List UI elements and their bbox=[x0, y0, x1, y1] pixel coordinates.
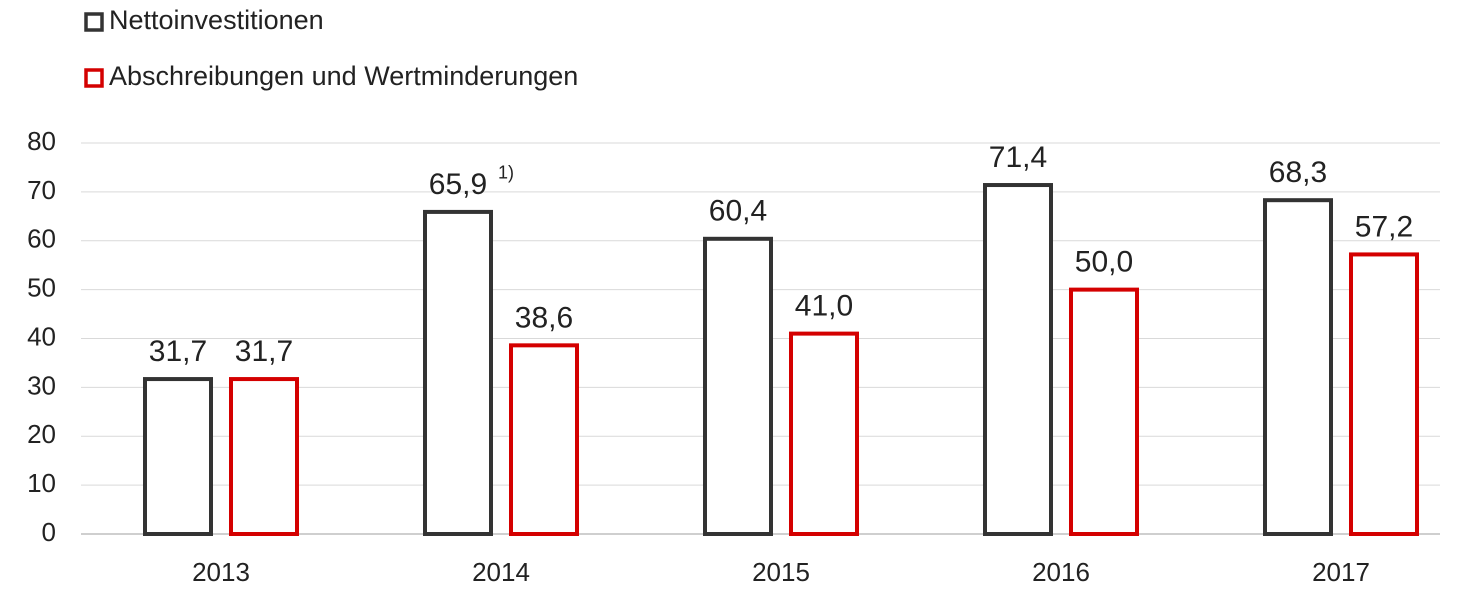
x-tick-label: 2017 bbox=[1312, 557, 1370, 587]
x-tick-label: 2015 bbox=[752, 557, 810, 587]
annotation: 1) bbox=[498, 163, 514, 183]
value-label: 31,7 bbox=[149, 335, 207, 368]
legend-label: Abschreibungen und Wertminderungen bbox=[109, 61, 578, 91]
y-tick-label: 40 bbox=[27, 321, 56, 351]
x-tick-label: 2014 bbox=[472, 557, 530, 587]
x-tick-label: 2016 bbox=[1032, 557, 1090, 587]
value-label: 41,0 bbox=[795, 290, 853, 323]
y-tick-label: 20 bbox=[27, 419, 56, 449]
bar bbox=[423, 209, 493, 536]
bar bbox=[1069, 287, 1139, 536]
y-tick-label: 70 bbox=[27, 175, 56, 205]
bar bbox=[789, 331, 859, 536]
value-label: 50,0 bbox=[1075, 246, 1133, 279]
bar bbox=[1349, 252, 1419, 536]
value-label: 31,7 bbox=[235, 335, 293, 368]
legend-swatch bbox=[84, 68, 104, 88]
y-tick-label: 0 bbox=[42, 517, 56, 547]
value-label: 38,6 bbox=[515, 301, 573, 334]
legend-swatch bbox=[84, 12, 104, 32]
bar bbox=[143, 377, 213, 536]
value-label: 57,2 bbox=[1355, 210, 1413, 243]
value-label: 71,4 bbox=[989, 141, 1047, 174]
y-tick-label: 50 bbox=[27, 273, 56, 303]
y-tick-label: 60 bbox=[27, 224, 56, 254]
y-tick-label: 30 bbox=[27, 370, 56, 400]
bar bbox=[703, 236, 773, 536]
value-label: 60,4 bbox=[709, 195, 767, 228]
bar bbox=[509, 343, 579, 536]
value-label: 68,3 bbox=[1269, 156, 1327, 189]
y-tick-label: 80 bbox=[27, 126, 56, 156]
bar bbox=[1263, 198, 1333, 536]
bar bbox=[229, 377, 299, 536]
bar bbox=[983, 183, 1053, 536]
x-tick-label: 2013 bbox=[192, 557, 250, 587]
value-label: 65,9 bbox=[429, 168, 487, 201]
legend-label: Nettoinvestitionen bbox=[109, 5, 324, 35]
y-tick-label: 10 bbox=[27, 468, 56, 498]
